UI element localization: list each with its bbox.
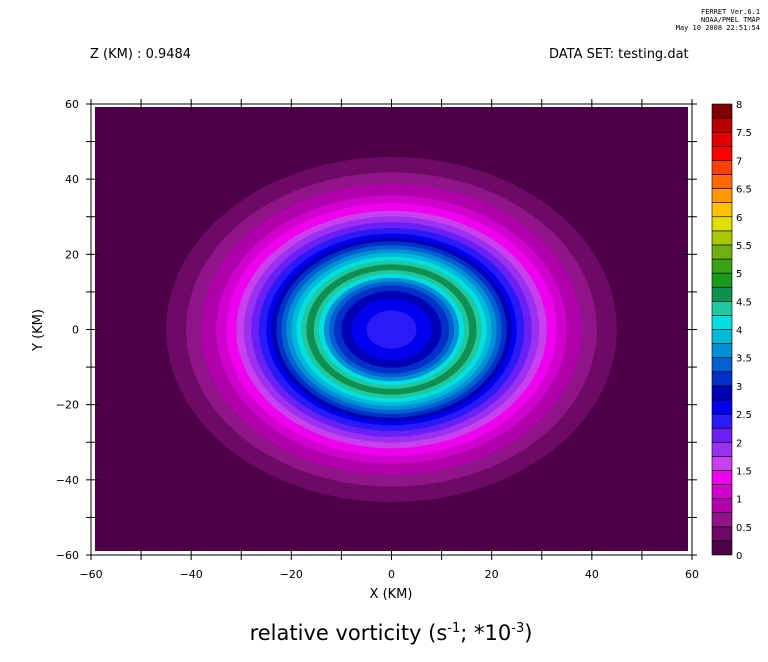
colorbar-swatch — [711, 230, 733, 246]
colorbar-swatch — [711, 174, 733, 189]
colorbar-swatch — [711, 413, 733, 429]
x-tick-label: −40 — [180, 568, 203, 581]
colorbar-label: 5.5 — [736, 241, 752, 252]
colorbar-swatch — [711, 301, 733, 316]
colorbar-swatch — [711, 216, 733, 232]
y-tick-label: 0 — [72, 324, 79, 337]
colorbar-label: 7 — [736, 156, 742, 167]
y-tick-label: −40 — [56, 474, 79, 487]
colorbar-swatch — [711, 456, 733, 471]
colorbar-label: 5 — [736, 269, 742, 280]
colorbar-swatch — [711, 371, 733, 387]
ferret-header: FERRET Ver.6.1 NOAA/PMEL TMAP May 10 200… — [676, 8, 760, 32]
y-tick-label: −60 — [56, 549, 79, 562]
colorbar-label: 7.5 — [736, 128, 752, 139]
colorbar-label: 6.5 — [736, 185, 752, 196]
z-level-label: Z (KM) : 0.9484 — [90, 47, 192, 62]
colorbar-swatch — [711, 315, 733, 330]
colorbar-label: 0.5 — [736, 523, 752, 534]
colorbar-swatch — [711, 470, 733, 485]
colorbar-swatch — [711, 540, 733, 556]
colorbar-swatch — [711, 441, 733, 457]
colorbar-label: 0 — [736, 551, 742, 562]
colorbar-swatch — [711, 131, 733, 147]
colorbar-swatch — [711, 512, 733, 528]
x-axis-label: X (KM) — [370, 587, 413, 602]
colorbar-swatch — [711, 160, 733, 175]
colorbar-swatch — [711, 399, 733, 415]
x-tick-label: 20 — [485, 568, 499, 581]
chart-title: relative vorticity (s-1; *10-3) — [250, 621, 533, 645]
colorbar-label: 3.5 — [736, 354, 752, 365]
colorbar-swatch — [711, 343, 733, 358]
colorbar-label: 8 — [736, 100, 742, 111]
header-org: NOAA/PMEL TMAP — [700, 16, 760, 24]
colorbar-label: 4.5 — [736, 297, 752, 308]
header-version: FERRET Ver.6.1 — [700, 8, 760, 16]
colorbar-swatch — [711, 329, 733, 344]
colorbar-label: 1 — [736, 495, 742, 506]
x-tick-label: −60 — [79, 568, 102, 581]
colorbar-swatch — [711, 258, 733, 274]
colorbar-swatch — [711, 526, 733, 542]
dataset-label: DATA SET: testing.dat — [549, 47, 689, 62]
y-axis-label: Y (KM) — [31, 309, 46, 352]
y-tick-label: 20 — [65, 248, 79, 261]
x-tick-label: 0 — [388, 568, 395, 581]
colorbar-swatch — [711, 202, 733, 218]
colorbar-swatch — [711, 357, 733, 373]
colorbar-swatch — [711, 188, 733, 203]
colorbar-label: 2 — [736, 438, 742, 449]
colorbar-swatch — [711, 103, 733, 119]
colorbar-label: 6 — [736, 213, 742, 224]
colorbar-label: 2.5 — [736, 410, 752, 421]
colorbar-label: 1.5 — [736, 466, 752, 477]
x-tick-label: 40 — [585, 568, 599, 581]
colorbar-swatch — [711, 244, 733, 260]
colorbar-swatch — [711, 117, 733, 133]
colorbar-swatch — [711, 286, 733, 302]
y-tick-label: 40 — [65, 173, 79, 186]
colorbar-swatch — [711, 498, 733, 514]
colorbar-swatch — [711, 427, 733, 443]
header-timestamp: May 10 2008 22:51:54 — [675, 24, 760, 32]
x-tick-label: −20 — [280, 568, 303, 581]
colorbar-swatch — [711, 145, 733, 161]
colorbar-label: 4 — [736, 326, 742, 337]
colorbar-swatch — [711, 484, 733, 499]
contour-ring-25 — [366, 310, 417, 349]
colorbar-swatch — [711, 385, 733, 401]
y-tick-label: 60 — [65, 98, 79, 111]
colorbar-label: 3 — [736, 382, 742, 393]
colorbar-swatch — [711, 272, 733, 288]
x-tick-label: 60 — [685, 568, 699, 581]
y-tick-label: −20 — [56, 399, 79, 412]
